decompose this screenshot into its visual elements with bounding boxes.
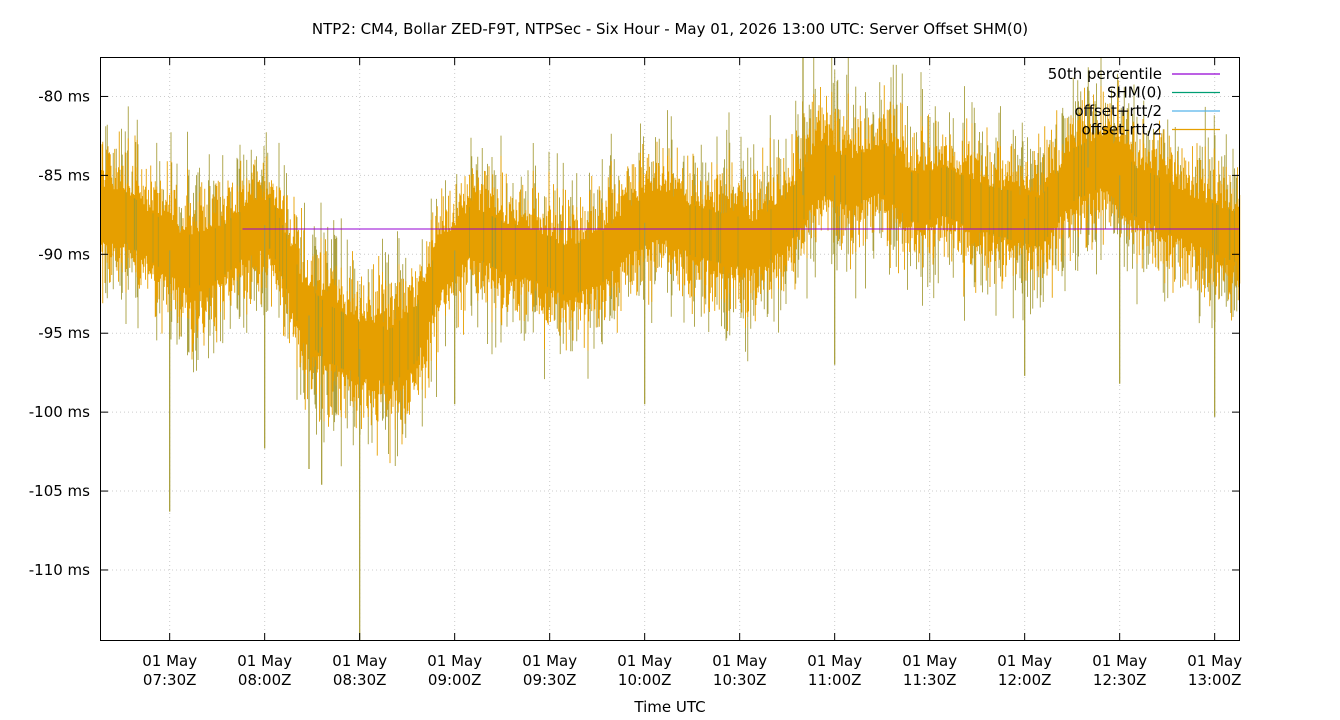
- x-tick-time-label: 10:00Z: [618, 671, 672, 689]
- x-tick-date-label: 01 May: [997, 652, 1052, 670]
- legend: 50th percentileSHM(0)offset+rtt/2offset-…: [1048, 65, 1220, 139]
- x-tick-date-label: 01 May: [617, 652, 672, 670]
- y-tick-label: -100 ms: [29, 403, 90, 421]
- x-tick-time-label: 07:30Z: [143, 671, 197, 689]
- x-tick-time-label: 08:00Z: [238, 671, 292, 689]
- x-tick-date-label: 01 May: [332, 652, 387, 670]
- x-tick-time-label: 10:30Z: [713, 671, 767, 689]
- legend-label: offset-rtt/2: [1082, 121, 1162, 139]
- x-tick-date-label: 01 May: [1092, 652, 1147, 670]
- x-tick-date-label: 01 May: [902, 652, 957, 670]
- x-tick-date-label: 01 May: [427, 652, 482, 670]
- x-tick-time-label: 08:30Z: [333, 671, 387, 689]
- y-tick-label: -95 ms: [38, 324, 90, 342]
- plot-frame: [100, 57, 1240, 641]
- x-tick-date-label: 01 May: [522, 652, 577, 670]
- x-tick-date-label: 01 May: [142, 652, 197, 670]
- x-tick-time-label: 11:30Z: [903, 671, 957, 689]
- legend-label: SHM(0): [1107, 84, 1162, 102]
- x-tick-date-label: 01 May: [237, 652, 292, 670]
- y-tick-label: -90 ms: [38, 245, 90, 263]
- series-shm0: [125, 137, 1235, 385]
- x-tick-time-label: 09:00Z: [428, 671, 482, 689]
- x-tick-time-label: 12:00Z: [998, 671, 1052, 689]
- x-tick-time-label: 13:00Z: [1188, 671, 1242, 689]
- legend-label: offset+rtt/2: [1074, 102, 1162, 120]
- x-tick-date-label: 01 May: [807, 652, 862, 670]
- x-tick-time-label: 09:30Z: [523, 671, 577, 689]
- chart-title: NTP2: CM4, Bollar ZED-F9T, NTPSec - Six …: [312, 20, 1028, 38]
- x-axis-label: Time UTC: [633, 698, 705, 716]
- y-tick-label: -80 ms: [38, 87, 90, 105]
- x-tick-time-label: 11:00Z: [808, 671, 862, 689]
- y-tick-label: -85 ms: [38, 166, 90, 184]
- y-tick-label: -110 ms: [29, 561, 90, 579]
- y-axis: -80 ms -85 ms -90 ms -95 ms -100 ms -105 ms -1…: [29, 87, 1240, 579]
- legend-label: 50th percentile: [1048, 65, 1162, 83]
- x-tick-time-label: 12:30Z: [1093, 671, 1147, 689]
- x-tick-date-label: 01 May: [712, 652, 767, 670]
- x-tick-date-label: 01 May: [1187, 652, 1242, 670]
- y-tick-label: -105 ms: [29, 482, 90, 500]
